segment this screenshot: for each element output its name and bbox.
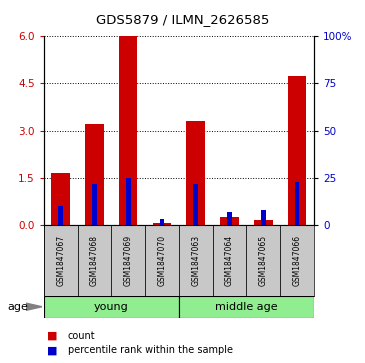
- Bar: [187, 121, 205, 225]
- Text: count: count: [68, 331, 95, 341]
- Text: middle age: middle age: [215, 302, 278, 312]
- Bar: [227, 212, 232, 225]
- Text: age: age: [7, 302, 28, 312]
- Bar: [44, 225, 77, 296]
- Bar: [153, 224, 171, 225]
- Bar: [212, 225, 246, 296]
- Bar: [179, 225, 212, 296]
- Bar: [92, 184, 97, 225]
- Bar: [160, 219, 164, 225]
- Bar: [220, 217, 239, 225]
- Bar: [111, 225, 145, 296]
- Bar: [280, 225, 314, 296]
- Text: ■: ■: [47, 331, 58, 341]
- Bar: [44, 296, 179, 318]
- Text: GSM1847065: GSM1847065: [259, 235, 268, 286]
- Bar: [126, 178, 131, 225]
- Text: ■: ■: [47, 345, 58, 355]
- Bar: [58, 206, 63, 225]
- Text: percentile rank within the sample: percentile rank within the sample: [68, 345, 233, 355]
- Bar: [246, 225, 280, 296]
- Text: GSM1847063: GSM1847063: [191, 235, 200, 286]
- Polygon shape: [26, 303, 42, 310]
- Bar: [119, 36, 138, 225]
- Bar: [77, 225, 111, 296]
- Bar: [179, 296, 314, 318]
- Bar: [193, 184, 198, 225]
- Text: GSM1847069: GSM1847069: [124, 235, 133, 286]
- Bar: [145, 225, 179, 296]
- Bar: [261, 210, 266, 225]
- Bar: [51, 173, 70, 225]
- Bar: [254, 220, 273, 225]
- Bar: [295, 182, 299, 225]
- Text: GSM1847067: GSM1847067: [56, 235, 65, 286]
- Text: GSM1847064: GSM1847064: [225, 235, 234, 286]
- Text: GDS5879 / ILMN_2626585: GDS5879 / ILMN_2626585: [96, 13, 269, 26]
- Bar: [288, 76, 306, 225]
- Bar: [85, 125, 104, 225]
- Text: young: young: [94, 302, 129, 312]
- Text: GSM1847070: GSM1847070: [157, 235, 166, 286]
- Text: GSM1847066: GSM1847066: [292, 235, 301, 286]
- Text: GSM1847068: GSM1847068: [90, 235, 99, 286]
